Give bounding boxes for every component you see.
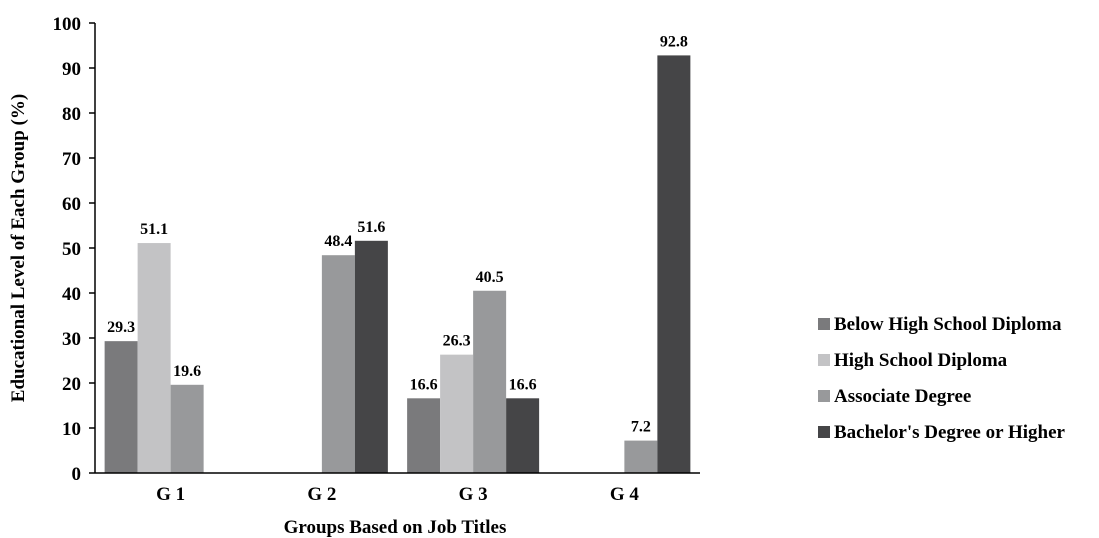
bar xyxy=(137,243,171,473)
bar xyxy=(407,398,441,473)
bars xyxy=(104,55,691,474)
y-tick-label: 30 xyxy=(62,329,81,350)
x-axis-categories: G 1 G 2 G 3 G 4 xyxy=(156,484,639,505)
legend-swatch xyxy=(818,354,830,366)
legend-item: High School Diploma xyxy=(818,350,1008,371)
y-tick-label: 50 xyxy=(62,239,81,260)
data-label: 51.1 xyxy=(140,221,168,238)
legend-swatch xyxy=(818,390,830,402)
data-label: 26.3 xyxy=(443,333,471,350)
x-category-label: G 2 xyxy=(307,484,336,505)
y-tick-label: 10 xyxy=(62,419,81,440)
legend-label: Associate Degree xyxy=(834,386,971,407)
y-axis-title: Educational Level of Each Group (%) xyxy=(8,94,29,402)
data-labels: 29.3 51.1 19.6 48.4 51.6 16.6 26.3 40.5 16.6 7.2 9… xyxy=(107,33,688,435)
bar xyxy=(440,354,474,473)
bar xyxy=(657,55,691,474)
legend: Below High School Diploma High School Dip… xyxy=(818,314,1065,443)
y-tick-label: 0 xyxy=(72,464,82,485)
legend-label: Bachelor's Degree or Higher xyxy=(834,422,1065,443)
bar xyxy=(170,384,204,473)
y-tick-label: 100 xyxy=(53,14,82,35)
y-axis-ticks: 0 10 20 30 40 50 60 70 80 90 100 xyxy=(53,14,95,485)
axes xyxy=(94,23,700,474)
legend-item: Below High School Diploma xyxy=(818,314,1062,335)
x-axis-title: Groups Based on Job Titles xyxy=(284,517,507,538)
legend-item: Bachelor's Degree or Higher xyxy=(818,422,1065,443)
data-label: 92.8 xyxy=(660,33,688,50)
y-tick-label: 20 xyxy=(62,374,81,395)
legend-item: Associate Degree xyxy=(818,386,971,407)
y-tick-label: 90 xyxy=(62,59,81,80)
bar xyxy=(104,341,138,473)
legend-label: High School Diploma xyxy=(834,350,1008,371)
bar xyxy=(506,398,540,473)
x-category-label: G 1 xyxy=(156,484,185,505)
data-label: 51.6 xyxy=(357,219,385,236)
bar xyxy=(354,240,388,473)
data-label: 16.6 xyxy=(410,376,438,393)
legend-swatch xyxy=(818,318,830,330)
bar xyxy=(321,255,355,473)
bar xyxy=(624,440,658,473)
legend-label: Below High School Diploma xyxy=(834,314,1062,335)
y-tick-label: 70 xyxy=(62,149,81,170)
data-label: 29.3 xyxy=(107,319,135,336)
y-tick-label: 40 xyxy=(62,284,81,305)
y-tick-label: 60 xyxy=(62,194,81,215)
data-label: 40.5 xyxy=(476,269,504,286)
data-label: 7.2 xyxy=(631,419,651,436)
data-label: 19.6 xyxy=(173,363,201,380)
bar xyxy=(473,290,507,473)
y-tick-label: 80 xyxy=(62,104,81,125)
data-label: 48.4 xyxy=(324,233,352,250)
data-label: 16.6 xyxy=(509,376,537,393)
x-category-label: G 3 xyxy=(459,484,488,505)
legend-swatch xyxy=(818,426,830,438)
x-category-label: G 4 xyxy=(610,484,640,505)
